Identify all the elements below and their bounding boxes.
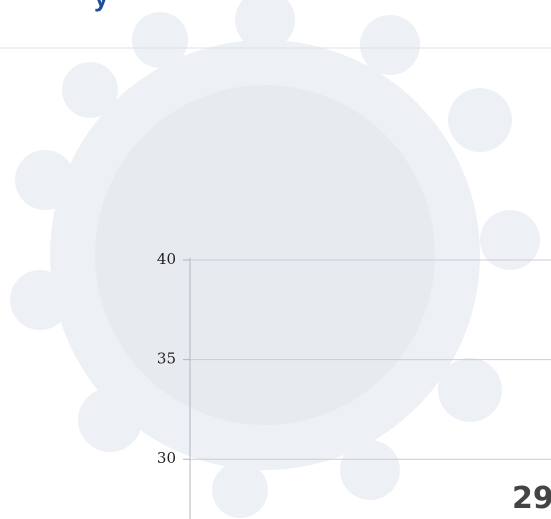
annotation: 29 [512,481,551,516]
y-tick-label: 30 [157,449,176,467]
chart-title: y [94,0,109,12]
y-tick-label: 35 [157,350,176,368]
virus-background [10,0,540,518]
y-tick-label: 40 [157,250,176,268]
